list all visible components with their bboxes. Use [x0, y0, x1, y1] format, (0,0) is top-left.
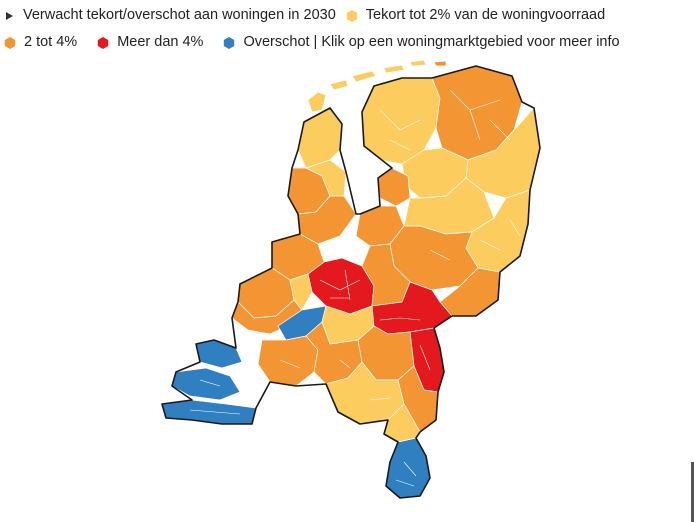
hexagon-icon — [346, 9, 358, 22]
legend-label-high: Meer dan 4% — [117, 34, 204, 50]
legend-toggle[interactable]: Verwacht tekort/overschot aan woningen i… — [4, 2, 336, 29]
region-island-schiermonnikoog[interactable] — [409, 59, 427, 67]
hexagon-icon — [97, 36, 109, 49]
hexagon-icon — [4, 36, 16, 49]
region-west-brabant[interactable] — [257, 335, 319, 387]
legend-row-1: Verwacht tekort/overschot aan woningen i… — [4, 2, 692, 29]
country-outline — [161, 65, 541, 499]
region-island-texel[interactable] — [307, 91, 327, 113]
legend-item-surplus[interactable]: Overschot | Klik op een woningmarktgebie… — [223, 29, 620, 56]
region-island-vlieland[interactable] — [329, 79, 349, 91]
legend-item-high[interactable]: Meer dan 4% — [97, 29, 203, 56]
map-legend: Verwacht tekort/overschot aan woningen i… — [4, 2, 692, 56]
legend-item-low[interactable]: Tekort tot 2% van de woningvoorraad — [346, 2, 605, 29]
legend-label-surplus: Overschot | Klik op een woningmarktgebie… — [243, 34, 620, 50]
legend-row-2: 2 tot 4% Meer dan 4% Overschot | Klik op… — [4, 29, 692, 56]
legend-label-mid: 2 tot 4% — [24, 34, 78, 50]
region-zeeland-mid[interactable] — [171, 367, 241, 401]
hexagon-icon — [223, 36, 235, 49]
legend-label-low: Tekort tot 2% van de woningvoorraad — [365, 7, 606, 23]
legend-title: Verwacht tekort/overschot aan woningen i… — [23, 7, 336, 23]
play-triangle-icon — [6, 11, 13, 20]
region-island-ameland[interactable] — [383, 64, 405, 74]
region-island-rottumeroog[interactable] — [433, 60, 447, 67]
region-noord-holland-north[interactable] — [297, 107, 343, 169]
region-island-terschelling[interactable] — [351, 70, 377, 83]
legend-item-mid[interactable]: 2 tot 4% — [4, 29, 77, 56]
scrollbar-edge — [691, 462, 694, 522]
region-zuid-holland-green-heart[interactable] — [289, 273, 313, 311]
municipality-borders — [189, 89, 521, 487]
region-zeeuws-vlaanderen[interactable] — [161, 399, 257, 425]
